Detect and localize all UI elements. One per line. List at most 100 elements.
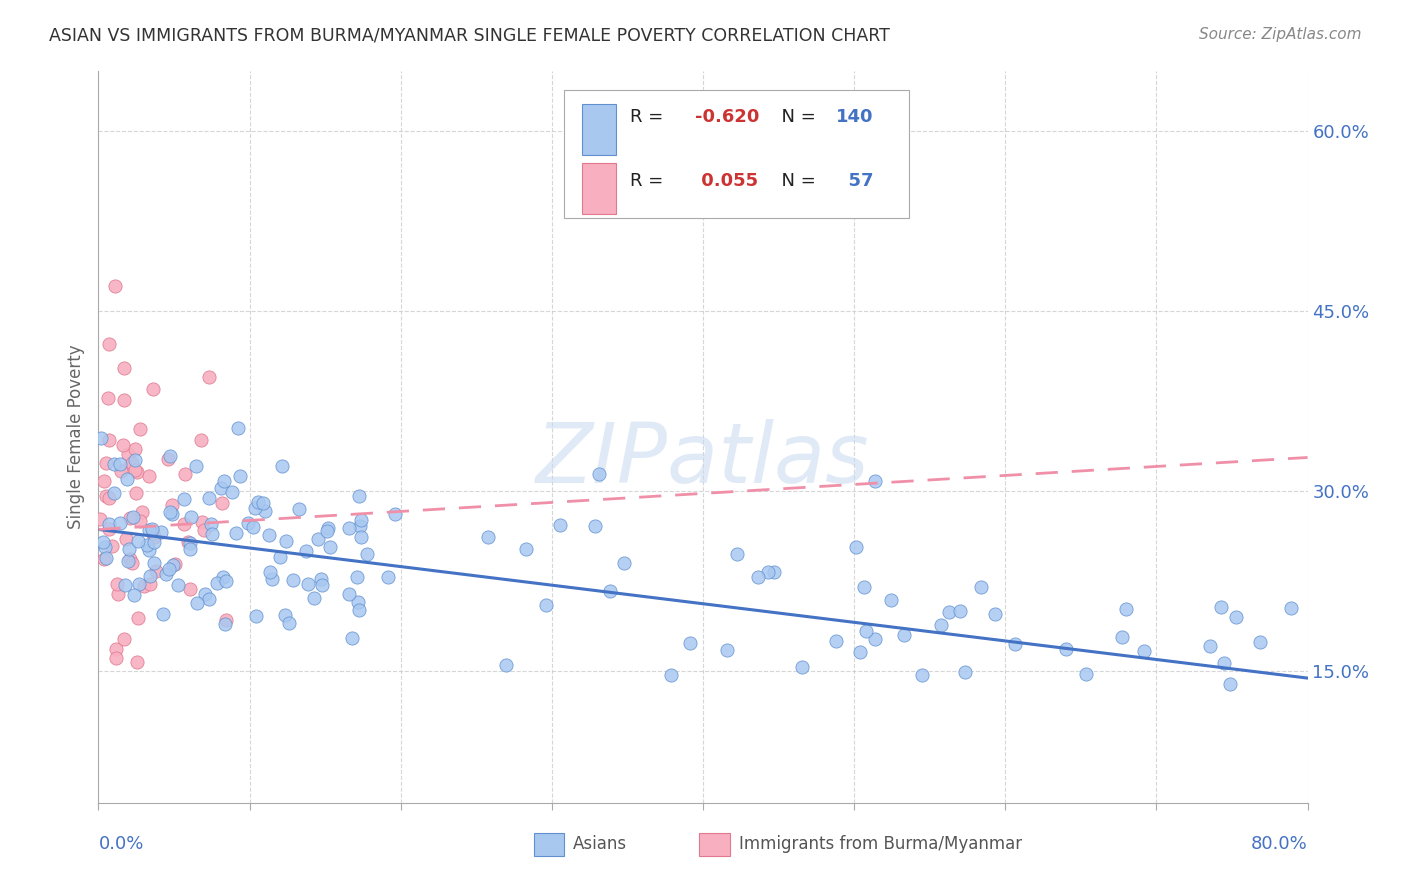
- Point: [953, 665, 976, 679]
- Point: [214, 616, 236, 631]
- Point: [271, 459, 294, 474]
- Point: [118, 511, 141, 525]
- Point: [103, 486, 125, 500]
- Point: [1212, 657, 1234, 671]
- Point: [142, 535, 165, 549]
- Point: [179, 582, 201, 597]
- Point: [138, 569, 160, 583]
- Point: [173, 516, 195, 531]
- Point: [984, 607, 1007, 622]
- Text: 140: 140: [837, 109, 873, 127]
- Point: [98, 336, 121, 351]
- Point: [536, 598, 558, 612]
- Point: [142, 525, 165, 540]
- Point: [262, 572, 284, 586]
- Point: [121, 456, 143, 470]
- Bar: [534, 833, 564, 856]
- Point: [97, 517, 120, 532]
- Point: [89, 512, 111, 526]
- Point: [1219, 677, 1241, 691]
- Point: [1209, 599, 1232, 614]
- Point: [225, 525, 247, 540]
- Point: [157, 452, 180, 467]
- Point: [129, 514, 152, 528]
- Point: [94, 489, 117, 503]
- Point: [107, 586, 129, 600]
- Point: [477, 530, 499, 544]
- Point: [852, 580, 875, 594]
- Point: [229, 469, 252, 483]
- Point: [125, 486, 148, 500]
- Point: [214, 613, 236, 627]
- Point: [108, 516, 131, 531]
- Point: [104, 279, 127, 293]
- Point: [159, 449, 181, 463]
- Point: [679, 636, 702, 650]
- Point: [929, 618, 952, 632]
- Point: [93, 474, 115, 488]
- Point: [269, 549, 291, 564]
- Point: [758, 565, 780, 579]
- Point: [190, 434, 212, 448]
- Point: [970, 580, 993, 594]
- Point: [340, 631, 363, 645]
- Point: [98, 522, 121, 536]
- Point: [127, 534, 149, 549]
- Point: [104, 642, 127, 657]
- Point: [307, 532, 329, 546]
- Point: [179, 541, 201, 556]
- Point: [143, 530, 166, 544]
- Point: [349, 489, 371, 503]
- Text: 80.0%: 80.0%: [1251, 836, 1308, 854]
- Point: [316, 524, 339, 538]
- Text: Asians: Asians: [572, 836, 627, 854]
- Point: [120, 551, 142, 566]
- Text: ASIAN VS IMMIGRANTS FROM BURMA/MYANMAR SINGLE FEMALE POVERTY CORRELATION CHART: ASIAN VS IMMIGRANTS FROM BURMA/MYANMAR S…: [49, 27, 890, 45]
- Point: [152, 607, 174, 622]
- Point: [548, 518, 571, 533]
- Point: [613, 557, 636, 571]
- Point: [160, 508, 183, 522]
- Point: [350, 530, 373, 544]
- Point: [205, 576, 228, 591]
- Point: [349, 519, 371, 533]
- Point: [356, 548, 378, 562]
- Point: [162, 558, 184, 573]
- Point: [226, 421, 249, 435]
- Point: [311, 577, 333, 591]
- Point: [136, 538, 159, 552]
- Point: [128, 577, 150, 591]
- Text: 0.055: 0.055: [695, 172, 758, 190]
- Point: [165, 557, 187, 571]
- Text: -0.620: -0.620: [695, 109, 759, 127]
- Point: [96, 550, 118, 565]
- Point: [150, 525, 173, 540]
- Point: [236, 516, 259, 530]
- Point: [121, 556, 143, 570]
- Point: [495, 657, 517, 672]
- Y-axis label: Single Female Poverty: Single Female Poverty: [66, 345, 84, 529]
- Point: [145, 564, 167, 578]
- Point: [180, 510, 202, 524]
- Point: [716, 642, 738, 657]
- Point: [1115, 602, 1137, 616]
- Point: [94, 456, 117, 470]
- Point: [339, 587, 361, 601]
- Point: [131, 504, 153, 518]
- Point: [112, 632, 135, 647]
- FancyBboxPatch shape: [564, 89, 908, 218]
- Point: [117, 541, 139, 556]
- Point: [124, 463, 146, 477]
- Point: [1279, 601, 1302, 615]
- Point: [110, 463, 132, 477]
- Point: [118, 460, 141, 475]
- Point: [197, 491, 219, 505]
- Point: [159, 505, 181, 519]
- Point: [212, 570, 235, 584]
- Point: [588, 467, 610, 481]
- Point: [193, 523, 215, 537]
- Point: [384, 508, 406, 522]
- Text: Immigrants from Burma/Myanmar: Immigrants from Burma/Myanmar: [740, 836, 1022, 854]
- Point: [174, 467, 197, 482]
- Point: [790, 660, 813, 674]
